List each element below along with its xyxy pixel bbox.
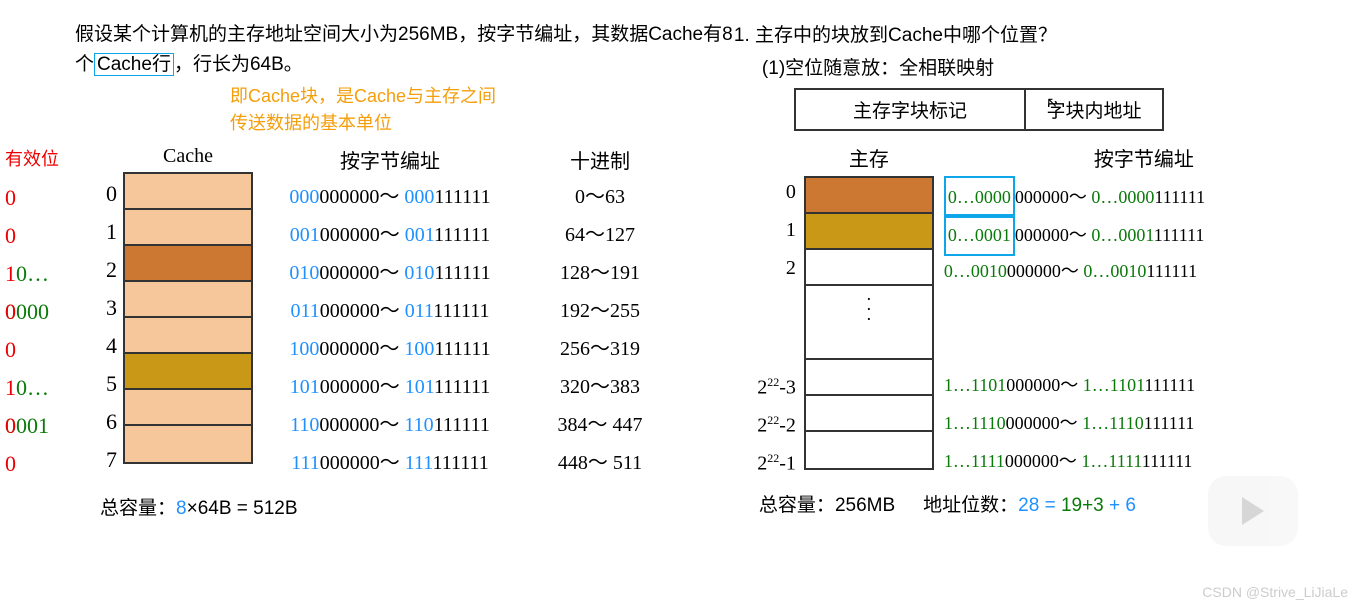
problem-text: 假设某个计算机的主存地址空间大小为256MB，按字节编址，其数据Cache有8个… — [75, 20, 734, 81]
play-icon[interactable] — [1208, 476, 1298, 546]
mem-addr-header: 按字节编址 — [944, 143, 1344, 172]
question-1: 1. 主存中的块放到Cache中哪个位置？ — [734, 20, 1353, 47]
cache-header: Cache — [123, 145, 253, 168]
question-1-sub: (1)空位随意放：全相联映射 — [762, 53, 1353, 80]
cursor-icon: ↖ — [1046, 94, 1058, 111]
boxed-cache-line: Cache行 — [94, 53, 174, 76]
memory-diagram: 012222-3222-2222-1 主存 ··· 按字节编址 0…000000… — [734, 143, 1353, 480]
dec-header: 十进制 — [520, 145, 680, 174]
cache-diagram: 有效位 0010…00000010…000100 01234567 Cache … — [5, 145, 734, 483]
addr-header: 按字节编址 — [265, 145, 515, 174]
mem-header: 主存 — [804, 143, 934, 172]
watermark: CSDN @Strive_LiJiaLe — [1202, 584, 1348, 600]
total-left: 总容量：8×64B = 512B — [100, 493, 734, 520]
valid-header: 有效位 — [5, 145, 87, 171]
cache-note: 即Cache块，是Cache与主存之间传送数据的基本单位 — [230, 83, 734, 137]
tag-format: 主存字块标记 字块内地址↖ — [794, 88, 1164, 131]
